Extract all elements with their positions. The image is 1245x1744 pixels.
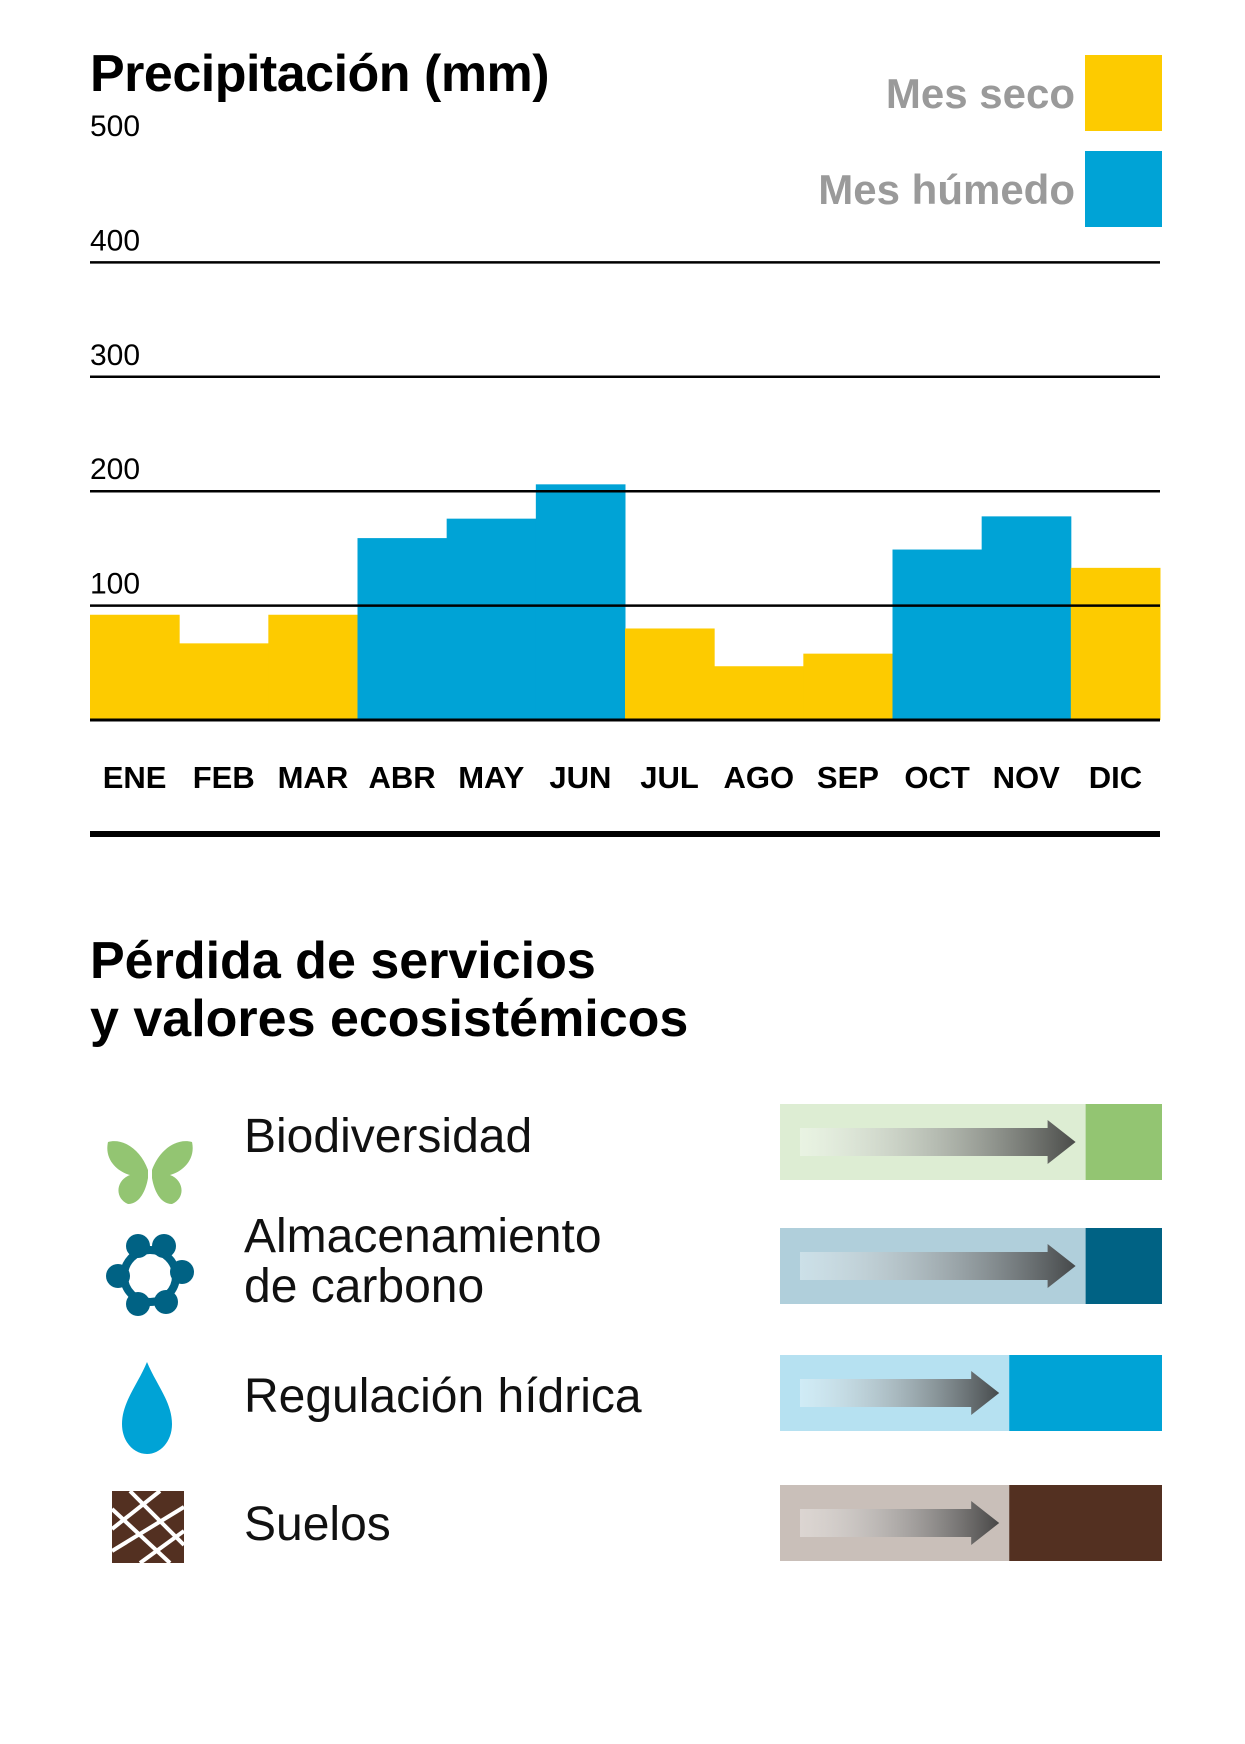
loss-bar-lost	[1009, 1485, 1162, 1561]
service-label-line2: de carbono	[244, 1260, 485, 1313]
loss-bar-suelos	[780, 1485, 1162, 1561]
services-title-line1: Pérdida de servicios	[90, 932, 596, 990]
legend-swatch-seco	[1085, 55, 1162, 131]
y-tick-label: 400	[90, 224, 140, 257]
bar-nov	[981, 516, 1072, 720]
x-tick-label: FEB	[193, 760, 255, 795]
legend-label-seco: Mes seco	[885, 70, 1075, 117]
bar-feb	[179, 643, 269, 720]
service-label-line1: Almacenamiento	[244, 1210, 602, 1263]
chart-title: Precipitación (mm)	[90, 45, 550, 103]
bar-oct	[892, 549, 983, 720]
services-title: Pérdida de servicios y valores ecosistém…	[90, 932, 688, 1048]
loss-bar-biodiversidad	[780, 1104, 1162, 1180]
x-tick-label: ABR	[368, 760, 435, 795]
butterfly-icon	[100, 1120, 200, 1220]
bar-ago	[714, 666, 804, 720]
service-label-suelos: Suelos	[244, 1500, 391, 1550]
loss-bar-carbono	[780, 1228, 1162, 1304]
bar-jul	[625, 628, 715, 720]
y-tick-label: 200	[90, 453, 140, 486]
x-tick-label: MAY	[458, 760, 524, 795]
bar-jun	[535, 484, 626, 720]
x-tick-label: SEP	[817, 760, 879, 795]
water-drop-icon	[100, 1358, 200, 1458]
bar-abr	[357, 538, 448, 720]
service-label-hidrica: Regulación hídrica	[244, 1372, 642, 1422]
x-tick-label: MAR	[278, 760, 349, 795]
x-tick-label: NOV	[993, 760, 1061, 795]
service-label-carbono: Almacenamiento de carbono	[244, 1212, 602, 1312]
service-label-line1: Regulación hídrica	[244, 1370, 642, 1423]
bar-sep	[803, 653, 893, 720]
loss-bar-lost	[1009, 1355, 1162, 1431]
x-tick-label: ENE	[103, 760, 167, 795]
bar-may	[446, 518, 537, 720]
x-tick-label: OCT	[904, 760, 970, 795]
bar-mar	[268, 614, 358, 720]
x-tick-label: JUN	[549, 760, 611, 795]
services-title-line2: y valores ecosistémicos	[90, 990, 689, 1048]
bar-dic	[1070, 567, 1161, 720]
x-tick-label: JUL	[640, 760, 699, 795]
service-label-line1: Biodiversidad	[244, 1110, 533, 1163]
loss-bar-hidrica	[780, 1355, 1162, 1431]
service-label-biodiversidad: Biodiversidad	[244, 1112, 532, 1162]
legend-label-humedo: Mes húmedo	[818, 166, 1075, 213]
x-tick-label: AGO	[723, 760, 794, 795]
loss-bar-lost	[1085, 1104, 1162, 1180]
arrow-right-icon	[800, 1501, 1000, 1545]
loss-bar-lost	[1085, 1228, 1162, 1304]
carbon-molecule-icon	[100, 1226, 200, 1326]
legend-swatch-humedo	[1085, 151, 1162, 227]
x-tick-label: DIC	[1089, 760, 1142, 795]
service-label-line1: Suelos	[244, 1498, 391, 1551]
arrow-right-icon	[800, 1371, 1000, 1415]
y-tick-label: 300	[90, 339, 140, 372]
arrow-right-icon	[800, 1244, 1076, 1288]
y-tick-label: 100	[90, 568, 140, 601]
precipitation-chart: 100 200 300 400 500 ENE FEB MAR ABR MAY JUN JUL AGO S…	[90, 110, 1161, 837]
y-tick-label: 500	[90, 110, 140, 143]
arrow-right-icon	[800, 1120, 1076, 1164]
soil-icon	[100, 1485, 200, 1585]
bar-ene	[90, 614, 180, 720]
